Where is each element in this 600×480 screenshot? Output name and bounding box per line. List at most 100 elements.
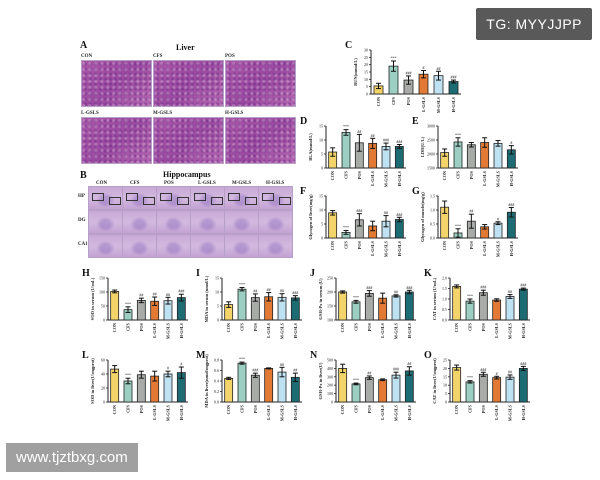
chart-o: O 0 5 10 15 20 25 CAT in liver(U/mgprot) CON *** C…: [424, 350, 534, 422]
x-category-label: M-GSLS: [166, 404, 171, 421]
y-tick-label: 0: [217, 318, 219, 323]
bar-cfs: [237, 362, 247, 403]
y-axis-label: GSH-Px in liver(U): [318, 362, 323, 399]
bar-h-gsls: [518, 367, 528, 403]
bar-con: [452, 367, 462, 403]
panel-label: K: [424, 268, 432, 279]
x-category-label: M-GSLS: [394, 322, 399, 339]
hippocampus-column-label: M-GSLS: [232, 181, 252, 186]
x-category-label: M-GSLS: [436, 96, 441, 113]
y-tick-label: 1.5: [442, 286, 447, 291]
x-category-label: L-GSLS: [266, 404, 271, 420]
significance-label: ###: [292, 290, 298, 295]
y-tick-label: 0.8: [214, 358, 219, 363]
y-tick-label: 50: [101, 304, 105, 309]
panel-label: D: [300, 116, 308, 127]
region-box: [194, 193, 206, 201]
y-tick-label: 10: [215, 290, 219, 295]
significance-label: ***: [343, 225, 349, 230]
y-axis-label: SOD in serum (U/mL): [90, 277, 95, 320]
hippocampus-row-label: HP: [78, 194, 85, 199]
significance-label: ##: [394, 289, 398, 294]
region-box: [143, 197, 155, 205]
y-tick-label: 0.2: [214, 389, 219, 394]
y-tick-label: 0: [366, 92, 368, 97]
y-tick-label: 15: [443, 374, 447, 379]
bar-con: [338, 367, 348, 403]
bar-pos: [250, 374, 260, 403]
y-axis-label: LDH(U/L): [420, 136, 425, 157]
panel-label: C: [345, 40, 353, 51]
x-category-label: CON: [442, 171, 447, 180]
x-category-label: CON: [340, 323, 345, 332]
region-box: [211, 197, 223, 205]
panel-b-label: B: [80, 170, 87, 181]
significance-label: ***: [353, 295, 359, 300]
y-tick-label: 300: [327, 374, 333, 379]
x-category-label: CFS: [126, 322, 131, 331]
significance-label: ##: [367, 370, 371, 375]
significance-label: #: [510, 140, 512, 145]
x-category-label: L-GSLS: [494, 322, 499, 338]
panel-label: E: [412, 116, 419, 127]
x-category-label: CON: [376, 97, 381, 106]
y-tick-label: 400: [327, 366, 333, 371]
y-axis-label: MDA in liver(nmol/mgprot): [204, 354, 209, 408]
significance-label: ###: [366, 285, 372, 290]
y-tick-label: 20: [364, 62, 368, 67]
bar-l-gsls: [492, 377, 502, 403]
chart-c: C 0 5 10 15 20 25 30 BUN(mmol/L) CON *** CFS ### POS #…: [345, 40, 465, 114]
region-box: [92, 193, 104, 201]
chart-m: M 0.0 0.2 0.4 0.6 0.8 MDA in liver(nmol/mgprot…: [196, 350, 306, 422]
significance-label: ***: [467, 375, 473, 380]
panel-label: M: [196, 350, 206, 361]
panel-b-title: Hippocampus: [163, 170, 211, 179]
bar-con: [110, 291, 120, 321]
y-tick-label: 5: [217, 304, 219, 309]
y-tick-label: 20: [101, 386, 105, 391]
x-category-label: POS: [253, 322, 258, 331]
y-axis-label: GSH-Px in serum (U): [318, 278, 323, 320]
significance-label: #: [423, 65, 425, 70]
chart-n: N 0 100 200 300 400 500 GSH-Px in liver(U) CON **…: [310, 350, 420, 422]
significance-label: ##: [139, 293, 143, 298]
significance-label: ##: [253, 288, 257, 293]
hippocampus-histology-image: [258, 234, 293, 258]
y-tick-label: 15: [319, 194, 323, 199]
region-box: [177, 197, 189, 205]
x-category-label: L-GSLS: [482, 170, 487, 186]
y-tick-label: 40: [101, 372, 105, 377]
y-tick-label: 1.5: [430, 194, 435, 199]
x-category-label: H-GSLS: [509, 170, 514, 186]
bar-cfs: [351, 301, 361, 321]
x-category-label: CON: [454, 323, 459, 332]
bar-cfs: [465, 381, 475, 403]
significance-label: ***: [239, 357, 245, 362]
y-tick-label: 0: [321, 236, 323, 241]
chart-d: D 0 5 10 15 BLA(mmol/L) CON *** CFS ## POS ## L-GSLS…: [300, 116, 410, 188]
bar-h-gsls: [394, 219, 404, 239]
y-tick-label: 0: [321, 166, 323, 171]
y-tick-label: 2.0: [442, 276, 447, 281]
x-category-label: H-GSLS: [521, 404, 526, 420]
x-category-label: CON: [454, 405, 459, 414]
x-category-label: M-GSLS: [508, 404, 513, 421]
x-category-label: CFS: [468, 404, 473, 413]
x-category-label: CON: [112, 405, 117, 414]
bar-con: [224, 377, 234, 403]
chart-g: G 0.0 0.5 1.0 1.5 Glycogen of muscle(mg/g) CON…: [412, 186, 522, 258]
region-box: [245, 197, 257, 205]
watermark-top-right: TG: MYYJJPP: [476, 8, 592, 40]
chart-k: K 0.0 0.5 1.0 1.5 2.0 CAT in serum (U/mL) CON **…: [424, 268, 534, 340]
bar-m-gsls: [391, 295, 401, 321]
significance-label: ###: [451, 75, 457, 80]
hippocampus-histology-image: [88, 186, 123, 210]
hippocampus-histology-image: [122, 186, 157, 210]
y-tick-label: 1.0: [430, 208, 435, 213]
y-tick-label: 100: [327, 318, 333, 323]
significance-label: ##: [508, 369, 512, 374]
y-tick-label: 2500: [427, 138, 435, 143]
x-category-label: CFS: [468, 322, 473, 331]
x-category-label: CFS: [240, 404, 245, 413]
y-tick-label: 1.0: [442, 297, 447, 302]
